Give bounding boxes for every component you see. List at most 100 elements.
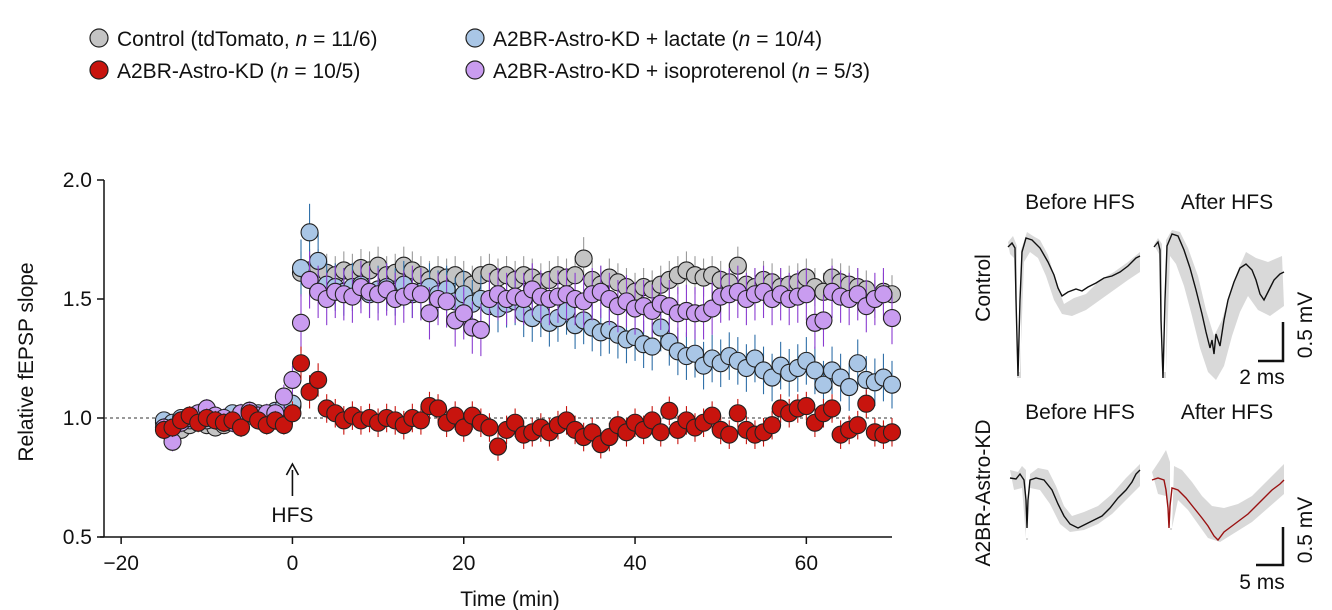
legend-count: = 10/5) (289, 60, 361, 83)
trace-line (1007, 237, 1141, 377)
trace-header-after: After HFS (1181, 191, 1273, 214)
y-axis-label: Relative fEPSP slope (15, 262, 38, 461)
data-point (283, 404, 302, 423)
data-point (874, 285, 893, 304)
data-point (763, 416, 782, 435)
data-point (471, 320, 490, 339)
trace-kd-before (1009, 464, 1141, 540)
data-point (797, 397, 816, 416)
legend-count: = 10/4) (750, 28, 822, 51)
data-point (420, 304, 439, 323)
trace-band (1010, 464, 1140, 540)
trace-kd-after (1151, 450, 1285, 542)
data-point (822, 399, 842, 418)
legend-n: n (277, 60, 289, 83)
data-point (651, 423, 670, 442)
legend-marker-a2br-kd (89, 60, 109, 80)
legend-item-lactate: A2BR-Astro-KD + lactate (n = 10/4) (465, 28, 822, 51)
data-point (437, 292, 456, 311)
ltp-plot: 0.5 1.0 1.5 2.0 −20 0 20 40 60 Relative fEPSP s… (15, 169, 902, 610)
legend-n: n (798, 60, 810, 83)
legend-label: A2BR-Astro-KD ( (117, 60, 277, 83)
data-point (814, 375, 833, 394)
data-point (882, 308, 902, 328)
data-point (411, 285, 430, 304)
y-tick-label: 1.0 (63, 407, 92, 430)
legend-marker-control (89, 28, 109, 48)
legend-item-control: Control (tdTomato, n = 11/6) (89, 28, 378, 51)
legend-marker-lactate (465, 28, 485, 48)
example-traces: Before HFS After HFS Before HFS After HF… (972, 191, 1317, 594)
legend-n: n (739, 28, 751, 51)
data-point (797, 285, 816, 304)
trace-header-before: Before HFS (1025, 191, 1135, 214)
legend-count: = 11/6) (307, 28, 377, 51)
scale-bar-top: 0.5 mV 2 ms (1239, 292, 1317, 389)
data-point (231, 418, 251, 437)
x-ticks: −20 0 20 40 60 (103, 537, 818, 575)
x-tick-label: 60 (795, 552, 818, 575)
svg-text:A2BR-Astro-KD (n = 10/5): A2BR-Astro-KD (n = 10/5) (117, 60, 360, 83)
hfs-annotation: HFS (271, 462, 313, 527)
trace-line (1151, 477, 1285, 542)
svg-text:A2BR-Astro-KD + lactate (n = 1: A2BR-Astro-KD + lactate (n = 10/4) (493, 28, 822, 51)
trace-band (1154, 230, 1284, 380)
data-point (291, 354, 311, 373)
data-point (300, 223, 319, 242)
trace-control-after (1153, 230, 1285, 380)
series-3 (154, 346, 902, 461)
trace-header-after: After HFS (1181, 401, 1273, 424)
trace-band (1152, 450, 1284, 542)
scale-bar-lines (1256, 527, 1285, 567)
data-point (728, 404, 747, 423)
trace-control-before (1007, 232, 1141, 378)
x-axis-label: Time (min) (460, 588, 560, 610)
legend-label: Control (tdTomato, (117, 28, 296, 51)
legend-marker-isoproterenol (465, 60, 485, 80)
svg-text:A2BR-Astro-KD + isoproterenol: A2BR-Astro-KD + isoproterenol (n = 5/3) (493, 60, 870, 83)
data-point (848, 354, 867, 373)
scale-voltage-label: 0.5 mV (1294, 497, 1317, 564)
legend: Control (tdTomato, n = 11/6) A2BR-Astro-… (89, 28, 870, 83)
svg-text:Control (tdTomato, n = 11/6): Control (tdTomato, n = 11/6) (117, 28, 378, 51)
data-point (882, 423, 902, 442)
data-point (428, 399, 448, 418)
data-point (660, 401, 679, 420)
data-point (703, 406, 722, 425)
x-tick-label: 0 (287, 552, 299, 575)
data-point (840, 378, 859, 397)
trace-line (1153, 233, 1285, 379)
data-point (488, 437, 508, 456)
trace-line (1009, 469, 1141, 529)
data-point (283, 370, 302, 389)
x-tick-label: 20 (452, 552, 475, 575)
data-point (882, 375, 902, 394)
legend-count: = 5/3) (810, 60, 870, 83)
hfs-arrow-icon (285, 462, 300, 476)
scale-voltage-label: 0.5 mV (1294, 292, 1317, 359)
x-tick-label: 40 (623, 552, 646, 575)
data-point (480, 418, 499, 437)
scale-time-label: 5 ms (1239, 571, 1285, 594)
trace-row-label-kd: A2BR-Astro-KD (972, 419, 995, 566)
legend-n: n (296, 28, 308, 51)
data-point (720, 425, 739, 444)
y-tick-label: 1.5 (63, 288, 92, 311)
scale-time-label: 2 ms (1239, 366, 1285, 389)
data-point (574, 249, 593, 268)
scale-bar-lines (1258, 322, 1285, 363)
legend-item-a2br-kd: A2BR-Astro-KD (n = 10/5) (89, 60, 360, 83)
data-point (643, 337, 662, 356)
hfs-label: HFS (271, 504, 313, 527)
y-tick-label: 0.5 (63, 526, 92, 549)
data-point (814, 311, 833, 330)
series-layer (154, 203, 902, 461)
data-point (411, 411, 430, 430)
legend-label: A2BR-Astro-KD + lactate ( (493, 28, 739, 51)
trace-row-label-control: Control (972, 254, 995, 322)
data-point (274, 387, 293, 406)
y-tick-label: 2.0 (63, 169, 92, 192)
data-point (291, 313, 311, 332)
y-ticks: 0.5 1.0 1.5 2.0 (63, 169, 104, 549)
